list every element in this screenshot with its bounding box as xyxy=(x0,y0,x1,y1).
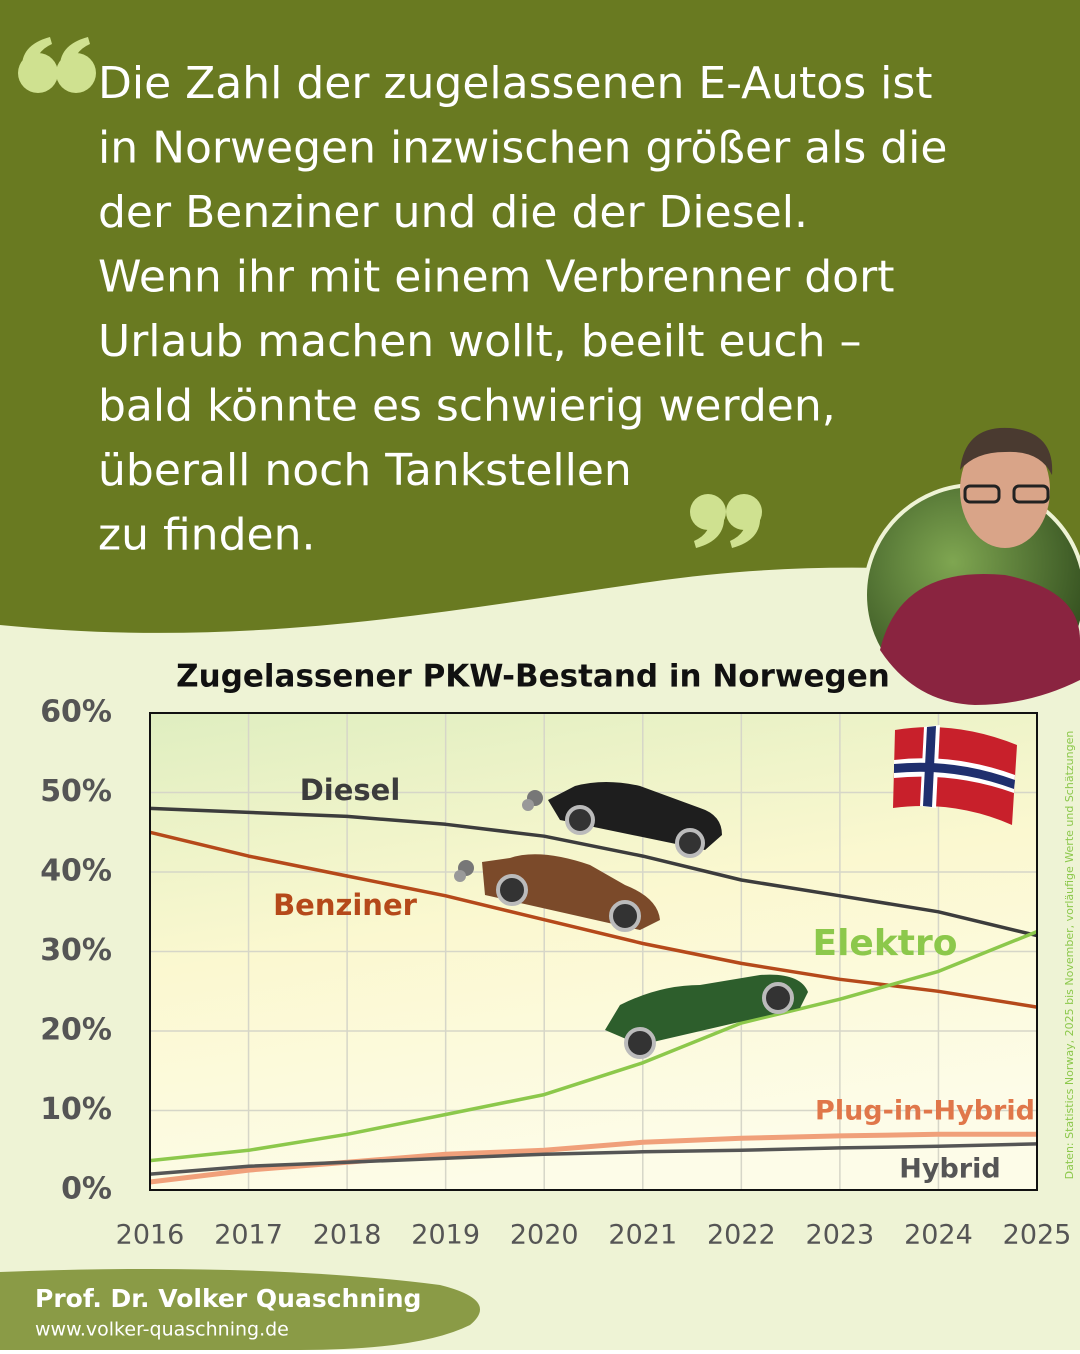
footer-band xyxy=(0,1268,480,1350)
x-tick-label: 2019 xyxy=(411,1220,480,1251)
x-tick-label: 2025 xyxy=(1003,1220,1072,1251)
chart-title: Zugelassener PKW-Bestand in Norwegen xyxy=(176,659,890,695)
quote-line: bald könnte es schwierig werden, xyxy=(98,381,836,432)
quote-line: Urlaub machen wollt, beeilt euch – xyxy=(98,316,862,367)
quote-line: Die Zahl der zugelassenen E-Autos ist xyxy=(98,58,933,109)
series-label: Hybrid xyxy=(899,1154,1000,1185)
series-label: Elektro xyxy=(813,923,958,964)
plot-frame xyxy=(149,712,1038,1191)
x-tick-label: 2016 xyxy=(116,1220,185,1251)
y-tick-label: 40% xyxy=(40,854,112,889)
y-tick-label: 50% xyxy=(40,774,112,809)
author-name: Prof. Dr. Volker Quaschning xyxy=(35,1284,421,1313)
y-tick-label: 0% xyxy=(61,1172,112,1207)
series-line xyxy=(149,1131,1037,1185)
x-tick-label: 2022 xyxy=(707,1220,776,1251)
y-tick-label: 30% xyxy=(40,933,112,968)
x-tick-label: 2017 xyxy=(214,1220,283,1251)
y-tick-label: 20% xyxy=(40,1013,112,1048)
x-tick-label: 2021 xyxy=(608,1220,677,1251)
header-band xyxy=(0,0,1080,633)
author-website: www.volker-quaschning.de xyxy=(35,1319,289,1341)
norway-flag xyxy=(893,725,1017,825)
x-tick-label: 2024 xyxy=(904,1220,973,1251)
y-tick-label: 10% xyxy=(40,1092,112,1127)
quote-open xyxy=(18,37,96,93)
quote-line: in Norwegen inzwischen größer als die xyxy=(98,123,947,174)
car-diesel xyxy=(522,782,722,858)
series-label: Plug-in-Hybrid xyxy=(815,1096,1035,1127)
series-line xyxy=(149,929,1038,1163)
quote-line: überall noch Tankstellen xyxy=(98,445,632,496)
x-tick-label: 2023 xyxy=(806,1220,875,1251)
quote-close xyxy=(690,494,762,548)
quote-line: der Benziner und die der Diesel. xyxy=(98,187,808,238)
series-line xyxy=(149,1142,1038,1176)
x-tick-label: 2020 xyxy=(510,1220,579,1251)
series-line xyxy=(149,806,1038,938)
series-label: Benziner xyxy=(273,888,418,922)
quote-line: zu finden. xyxy=(98,510,315,561)
car-benziner xyxy=(454,854,660,932)
x-tick-label: 2018 xyxy=(313,1220,382,1251)
quote-line: Wenn ihr mit einem Verbrenner dort xyxy=(98,252,894,303)
series-label: Diesel xyxy=(300,773,401,807)
source-note: Daten: Statistics Norway, 2025 bis Novem… xyxy=(1063,731,1076,1180)
lines xyxy=(149,806,1038,1185)
portrait xyxy=(863,427,1080,707)
y-tick-label: 60% xyxy=(40,695,112,730)
quote-text: Die Zahl der zugelassenen E-Autos ist in … xyxy=(98,58,947,561)
car-elektro xyxy=(605,974,808,1059)
